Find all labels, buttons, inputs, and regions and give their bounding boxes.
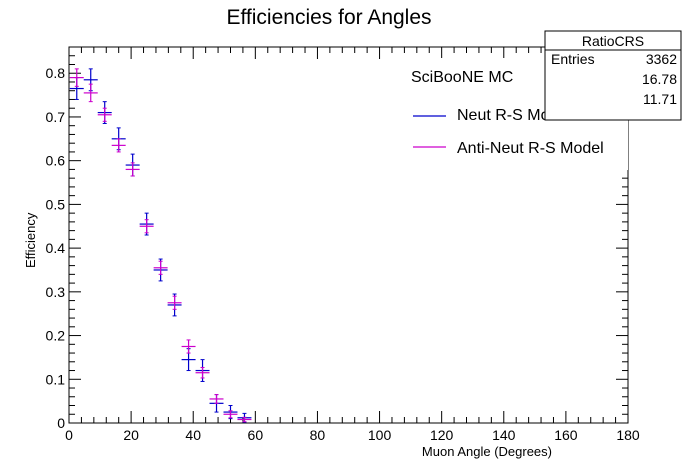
legend-label-anti-neut: Anti-Neut R-S Model	[457, 140, 604, 157]
x-axis-label: Muon Angle (Degrees)	[422, 444, 552, 459]
y-tick-label: 0	[57, 415, 65, 431]
data-point	[83, 83, 98, 103]
data-point	[153, 260, 168, 275]
x-tick-label: 100	[368, 427, 392, 443]
stats-mean-value: 16.78	[642, 71, 677, 87]
x-tick-label: 60	[248, 427, 264, 443]
stats-box: RatioCRS Entries 3362 16.78 11.71	[544, 30, 682, 121]
data-point	[209, 394, 224, 404]
y-tick-label: 0.3	[46, 284, 66, 300]
plot-area	[68, 46, 629, 424]
y-tick-label: 0.5	[46, 196, 66, 212]
x-tick-label: 40	[185, 427, 201, 443]
data-point	[125, 162, 140, 177]
y-tick-label: 0.4	[46, 240, 66, 256]
data-point	[237, 416, 252, 423]
data-point	[97, 107, 112, 122]
data-point	[69, 68, 84, 87]
legend-label-neut: Neut R-S Model	[457, 107, 571, 124]
stats-rms-value: 11.71	[643, 91, 677, 107]
x-tick-label: 120	[430, 427, 454, 443]
x-tick-label: 140	[492, 427, 516, 443]
stats-box-title: RatioCRS	[582, 33, 644, 49]
x-tick-label: 180	[616, 427, 640, 443]
y-tick-label: 0.8	[46, 65, 66, 81]
data-point	[181, 339, 196, 354]
plot-frame	[68, 46, 629, 424]
series-1	[69, 68, 252, 423]
x-tick-label: 160	[554, 427, 578, 443]
stats-entries-value: 3362	[646, 51, 677, 67]
data-point	[223, 410, 238, 419]
x-tick-label: 0	[65, 427, 73, 443]
x-axis: 0 20 40 60 80 100 120 140 160 180	[65, 47, 640, 443]
stats-entries-label: Entries	[551, 51, 595, 67]
chart-title: Efficiencies for Angles	[226, 6, 431, 29]
y-tick-label: 0.2	[46, 328, 66, 344]
y-tick-label: 0.1	[46, 371, 66, 387]
data-point	[167, 295, 182, 310]
y-tick-label: 0.7	[46, 109, 66, 125]
data-point	[139, 219, 154, 234]
data-point	[195, 366, 210, 379]
series-0	[69, 68, 252, 423]
y-axis-label: Efficiency	[23, 212, 38, 268]
y-tick-label: 0.6	[46, 153, 66, 169]
x-tick-label: 20	[123, 427, 139, 443]
stats-box-frame	[544, 30, 682, 121]
data-series	[69, 68, 252, 423]
legend-header: SciBooNE MC	[411, 69, 513, 86]
data-point	[111, 138, 126, 153]
x-tick-label: 80	[310, 427, 326, 443]
